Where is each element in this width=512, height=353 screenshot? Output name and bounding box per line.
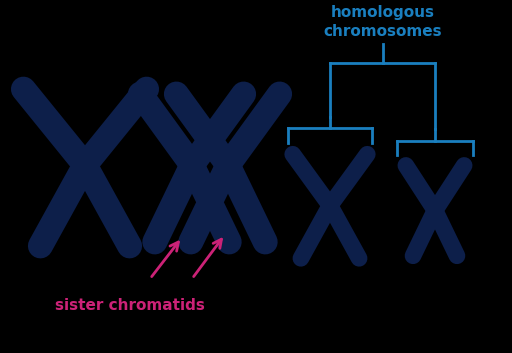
Text: sister chromatids: sister chromatids	[55, 298, 205, 313]
Text: homologous
chromosomes: homologous chromosomes	[323, 5, 442, 39]
